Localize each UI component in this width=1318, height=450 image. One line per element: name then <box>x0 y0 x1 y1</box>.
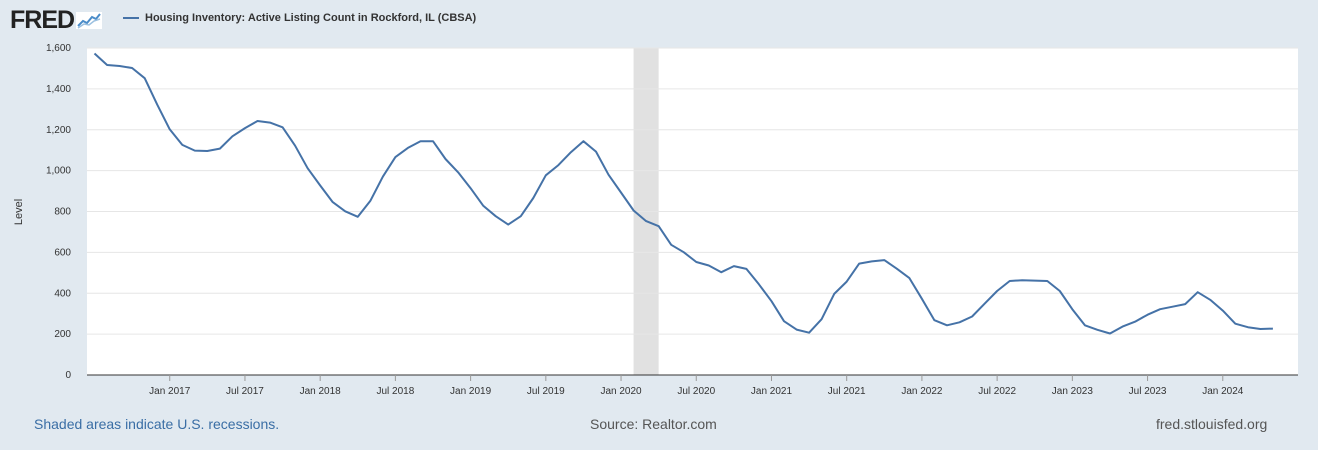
x-tick-label: Jan 2023 <box>1052 386 1094 397</box>
x-tick-label: Jul 2020 <box>677 386 715 397</box>
series-lines <box>93 52 1273 335</box>
y-tick-label: 0 <box>65 370 71 381</box>
y-tick-label: 800 <box>54 207 71 218</box>
x-tick-label: Jan 2022 <box>901 386 943 397</box>
line-chart: 0 200 400 600 800 1,000 1,200 1,400 1,600 Jan 20… <box>13 43 1298 397</box>
x-tick-label: Jan 2019 <box>450 386 492 397</box>
x-tick-label: Jul 2021 <box>828 386 866 397</box>
x-tick-label: Jul 2022 <box>978 386 1016 397</box>
y-tick-label: 1,600 <box>46 43 71 54</box>
y-tick-label: 1,200 <box>46 125 71 136</box>
legend-series-label: Housing Inventory: Active Listing Count … <box>145 12 477 24</box>
chart-legend: Housing Inventory: Active Listing Count … <box>123 12 476 24</box>
x-tick-label: Jan 2020 <box>600 386 642 397</box>
trend-line-icon <box>76 12 103 29</box>
x-tick-label: Jul 2019 <box>527 386 565 397</box>
x-axis-ticks: Jan 2017 Jul 2017 Jan 2018 Jul 2018 Jan 2019… <box>149 375 1244 397</box>
source-label[interactable]: Source: Realtor.com <box>590 416 717 432</box>
x-tick-label: Jan 2018 <box>300 386 342 397</box>
y-tick-label: 1,000 <box>46 166 71 177</box>
y-axis-label: Level <box>13 199 25 225</box>
series-line <box>93 52 1273 335</box>
fred-logo[interactable]: FRED <box>10 5 103 34</box>
site-link[interactable]: fred.stlouisfed.org <box>1156 416 1268 432</box>
fred-logo-text: FRED <box>10 5 75 34</box>
y-tick-label: 400 <box>54 288 71 299</box>
legend-line-swatch <box>123 17 139 19</box>
y-tick-label: 600 <box>54 247 71 258</box>
x-tick-label: Jan 2021 <box>751 386 793 397</box>
x-tick-label: Jan 2017 <box>149 386 191 397</box>
x-tick-label: Jul 2023 <box>1129 386 1167 397</box>
y-tick-label: 1,400 <box>46 84 71 95</box>
x-tick-label: Jul 2017 <box>226 386 264 397</box>
x-tick-label: Jul 2018 <box>376 386 414 397</box>
y-tick-label: 200 <box>54 329 71 340</box>
recession-note[interactable]: Shaded areas indicate U.S. recessions. <box>34 416 280 432</box>
x-tick-label: Jan 2024 <box>1202 386 1244 397</box>
y-axis-ticks: 0 200 400 600 800 1,000 1,200 1,400 1,600 <box>46 43 71 381</box>
gridlines <box>87 47 1298 335</box>
